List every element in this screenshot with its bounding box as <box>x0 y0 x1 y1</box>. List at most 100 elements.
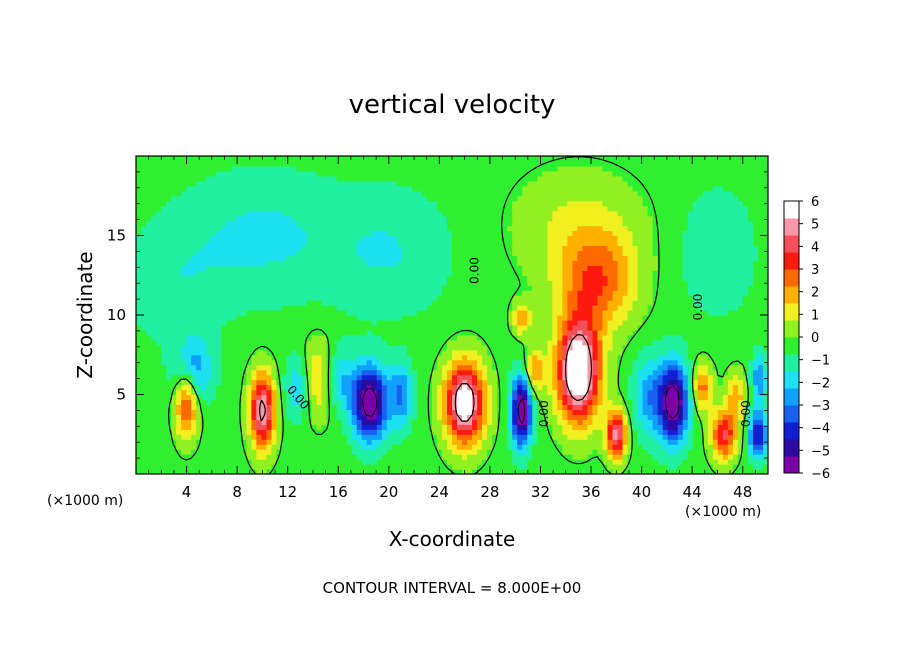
field-cell <box>522 349 528 356</box>
field-cell <box>256 364 262 371</box>
field-cell <box>652 424 659 430</box>
field-cell <box>457 349 463 356</box>
field-cell <box>226 374 232 381</box>
field-cell <box>361 394 368 401</box>
field-cell <box>141 295 147 301</box>
field-cell <box>266 394 273 401</box>
field-cell <box>717 315 724 321</box>
field-cell <box>356 399 363 406</box>
field-cell <box>236 454 242 460</box>
field-cell <box>211 434 217 440</box>
field-cell <box>697 295 704 301</box>
field-cell <box>542 300 548 306</box>
field-cell <box>492 424 498 430</box>
field-cell <box>266 434 273 440</box>
field-cell <box>166 359 172 366</box>
field-cell <box>351 459 358 465</box>
field-cell <box>226 359 232 366</box>
field-cell <box>762 384 768 391</box>
field-cell <box>391 310 398 316</box>
field-cell <box>186 290 192 296</box>
field-cell <box>416 424 423 430</box>
field-cell <box>231 329 237 336</box>
field-cell <box>542 379 548 386</box>
field-cell <box>687 374 694 381</box>
field-cell <box>191 439 197 445</box>
field-cell <box>336 295 343 301</box>
field-cell <box>221 364 227 371</box>
field-cell <box>316 394 323 401</box>
field-cell <box>642 369 649 376</box>
field-cell <box>301 364 308 371</box>
field-cell <box>722 305 729 311</box>
field-cell <box>311 359 318 366</box>
field-cell <box>682 349 689 356</box>
field-cell <box>156 310 162 316</box>
field-cell <box>386 344 393 351</box>
field-cell <box>657 419 664 425</box>
field-cell <box>647 290 654 296</box>
field-cell <box>241 444 247 450</box>
field-cell <box>296 349 303 356</box>
field-cell <box>522 315 528 321</box>
field-cell <box>266 419 273 425</box>
field-cell <box>452 444 458 450</box>
field-cell <box>286 439 293 445</box>
field-cell <box>316 310 323 316</box>
field-cell <box>386 359 393 366</box>
field-cell <box>246 324 252 331</box>
field-cell <box>602 424 609 430</box>
field-cell <box>532 369 538 376</box>
field-cell <box>236 285 242 291</box>
field-cell <box>201 424 207 430</box>
field-cell <box>697 429 704 435</box>
field-cell <box>436 394 443 401</box>
field-cell <box>196 280 202 286</box>
field-cell <box>477 404 483 411</box>
field-cell <box>151 444 157 450</box>
field-cell <box>717 409 724 415</box>
field-cell <box>176 424 182 430</box>
field-cell <box>286 310 293 316</box>
field-cell <box>436 275 443 281</box>
field-cell <box>356 285 363 291</box>
field-cell <box>557 310 563 316</box>
field-cell <box>557 379 563 386</box>
field-cell <box>722 399 729 406</box>
field-cell <box>361 280 368 286</box>
field-cell <box>702 404 709 411</box>
field-cell <box>492 454 498 460</box>
field-cell <box>271 469 278 474</box>
field-cell <box>301 454 308 460</box>
field-cell <box>136 419 142 425</box>
field-cell <box>672 285 679 291</box>
field-cell <box>592 374 599 381</box>
field-cell <box>291 394 298 401</box>
field-cell <box>477 449 483 455</box>
field-cell <box>136 295 142 301</box>
field-cell <box>482 275 488 281</box>
field-cell <box>271 424 278 430</box>
field-cell <box>667 454 674 460</box>
field-cell <box>431 399 438 406</box>
field-cell <box>276 359 283 366</box>
field-cell <box>642 469 649 474</box>
field-cell <box>431 469 438 474</box>
field-cell <box>346 295 353 301</box>
field-cell <box>386 464 393 470</box>
field-cell <box>281 319 288 326</box>
field-cell <box>457 419 463 425</box>
field-cell <box>376 384 383 391</box>
field-cell <box>421 454 428 460</box>
field-cell <box>757 315 764 321</box>
field-cell <box>652 414 659 420</box>
field-cell <box>371 329 378 336</box>
field-cell <box>396 364 403 371</box>
field-cell <box>421 339 428 346</box>
field-cell <box>607 399 614 406</box>
field-cell <box>321 404 328 411</box>
field-cell <box>416 444 423 450</box>
field-cell <box>191 399 197 406</box>
field-cell <box>376 329 383 336</box>
field-cell <box>572 369 578 376</box>
